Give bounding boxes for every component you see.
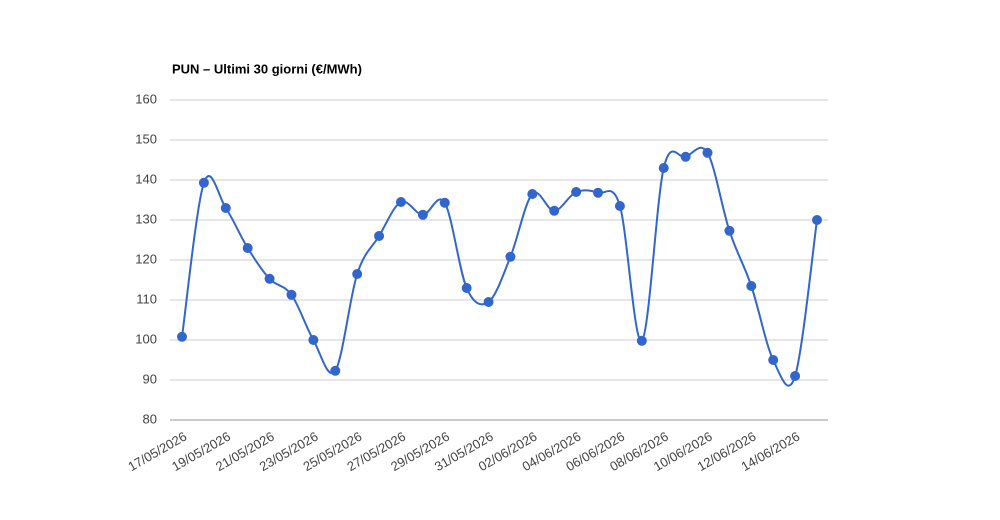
point bbox=[571, 187, 582, 197]
point bbox=[395, 197, 406, 207]
point bbox=[242, 243, 253, 253]
point bbox=[505, 251, 516, 262]
point bbox=[549, 205, 560, 216]
y-tick-label: 130 bbox=[135, 211, 157, 226]
point bbox=[439, 197, 450, 208]
point bbox=[680, 151, 691, 162]
point bbox=[702, 147, 713, 158]
point bbox=[614, 201, 625, 211]
point bbox=[746, 281, 757, 291]
point bbox=[352, 269, 363, 279]
y-tick-label: 90 bbox=[143, 371, 157, 386]
y-tick-label: 110 bbox=[136, 291, 157, 306]
chart-title: PUN – Ultimi 30 giorni (€/MWh) bbox=[172, 61, 362, 76]
y-tick-label: 160 bbox=[135, 91, 157, 106]
point bbox=[812, 215, 822, 225]
y-tick-label: 120 bbox=[135, 251, 157, 266]
y-tick-label: 150 bbox=[135, 131, 157, 146]
point bbox=[286, 289, 297, 300]
point bbox=[483, 297, 494, 307]
point bbox=[220, 203, 231, 213]
y-tick-label: 80 bbox=[143, 411, 157, 426]
point bbox=[308, 335, 319, 345]
point bbox=[593, 187, 604, 198]
point bbox=[790, 371, 801, 381]
y-tick-label: 140 bbox=[135, 171, 157, 186]
point bbox=[461, 283, 472, 293]
point bbox=[417, 209, 428, 220]
point bbox=[724, 225, 735, 236]
point bbox=[264, 273, 275, 284]
point bbox=[330, 365, 341, 376]
point bbox=[198, 177, 209, 188]
line bbox=[181, 146, 818, 387]
point bbox=[374, 231, 385, 241]
point bbox=[177, 331, 187, 342]
point bbox=[658, 163, 669, 173]
point bbox=[527, 189, 538, 199]
y-tick-label: 100 bbox=[135, 331, 157, 346]
point bbox=[768, 355, 779, 365]
point bbox=[636, 335, 647, 346]
